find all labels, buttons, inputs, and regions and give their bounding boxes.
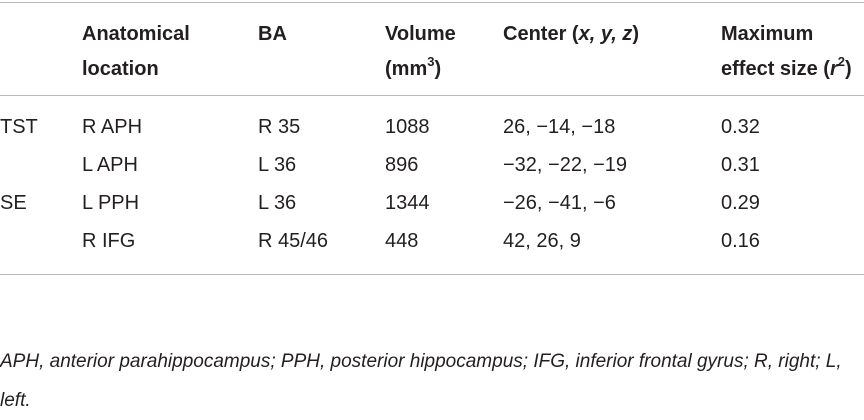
table-cell: 1344 [385, 192, 430, 214]
header-italic: r [829, 58, 838, 80]
table-cell: L APH [82, 154, 138, 176]
table-cell: 0.16 [721, 230, 760, 252]
header-cell: Center (x, y, z) [503, 3, 721, 96]
table-cell: R 35 [258, 116, 301, 138]
table-cell: 26, −14, −18 [503, 116, 616, 138]
table-cell: −32, −22, −19 [503, 154, 628, 176]
header-cell: Volume (mm3) [385, 3, 503, 96]
table-cell: 448 [385, 230, 419, 252]
header-cell [0, 3, 82, 96]
header-text: ) [434, 58, 442, 80]
header-cell: Anatomical location [82, 3, 258, 96]
header-text: BA [258, 23, 287, 45]
header-superscript: 2 [837, 54, 845, 69]
table-cell: 0.29 [721, 192, 760, 214]
table-cell: L PPH [82, 192, 140, 214]
table-cell: 0.32 [721, 116, 760, 138]
header-text: Center ( [503, 23, 579, 45]
table-cell: 1088 [385, 116, 430, 138]
table-row: L APH L 36 896 −32, −22, −19 0.31 [0, 146, 864, 184]
header-text: Maximum effect size ( [721, 23, 830, 80]
table-cell: R 45/46 [258, 230, 329, 252]
table-cell: L 36 [258, 154, 297, 176]
table-row: SE L PPH L 36 1344 −26, −41, −6 0.29 [0, 184, 864, 222]
header-row: Anatomical location BA Volume (mm3) Cent… [0, 2, 864, 96]
table-cell [0, 146, 82, 184]
table-cell: 42, 26, 9 [503, 230, 581, 252]
results-table: Anatomical location BA Volume (mm3) Cent… [0, 2, 864, 275]
table-cell: TST [0, 116, 38, 138]
header-text: Volume (mm [385, 23, 456, 80]
table-body: TST R APH R 35 1088 26, −14, −18 0.32 L APH L 3… [0, 96, 864, 275]
table-cell: SE [0, 192, 27, 214]
table-cell: 0.31 [721, 154, 760, 176]
header-text: ) [844, 58, 852, 80]
table-cell [0, 222, 82, 275]
header-superscript: 3 [427, 54, 435, 69]
header-cell: Maximum effect size (r2) [721, 3, 864, 96]
footnote: APH, anterior parahippocampus; PPH, post… [0, 351, 842, 411]
table-cell: R APH [82, 116, 143, 138]
table-cell: −26, −41, −6 [503, 192, 616, 214]
header-text: Anatomical location [82, 23, 190, 80]
table-cell: 896 [385, 154, 419, 176]
table-cell: L 36 [258, 192, 297, 214]
header-cell: BA [258, 3, 385, 96]
table-cell: R IFG [82, 230, 136, 252]
table-row: TST R APH R 35 1088 26, −14, −18 0.32 [0, 96, 864, 147]
table-header: Anatomical location BA Volume (mm3) Cent… [0, 2, 864, 96]
header-text: ) [632, 23, 639, 45]
header-italic: x, y, z [578, 23, 633, 45]
table-row: R IFG R 45/46 448 42, 26, 9 0.16 [0, 222, 864, 275]
